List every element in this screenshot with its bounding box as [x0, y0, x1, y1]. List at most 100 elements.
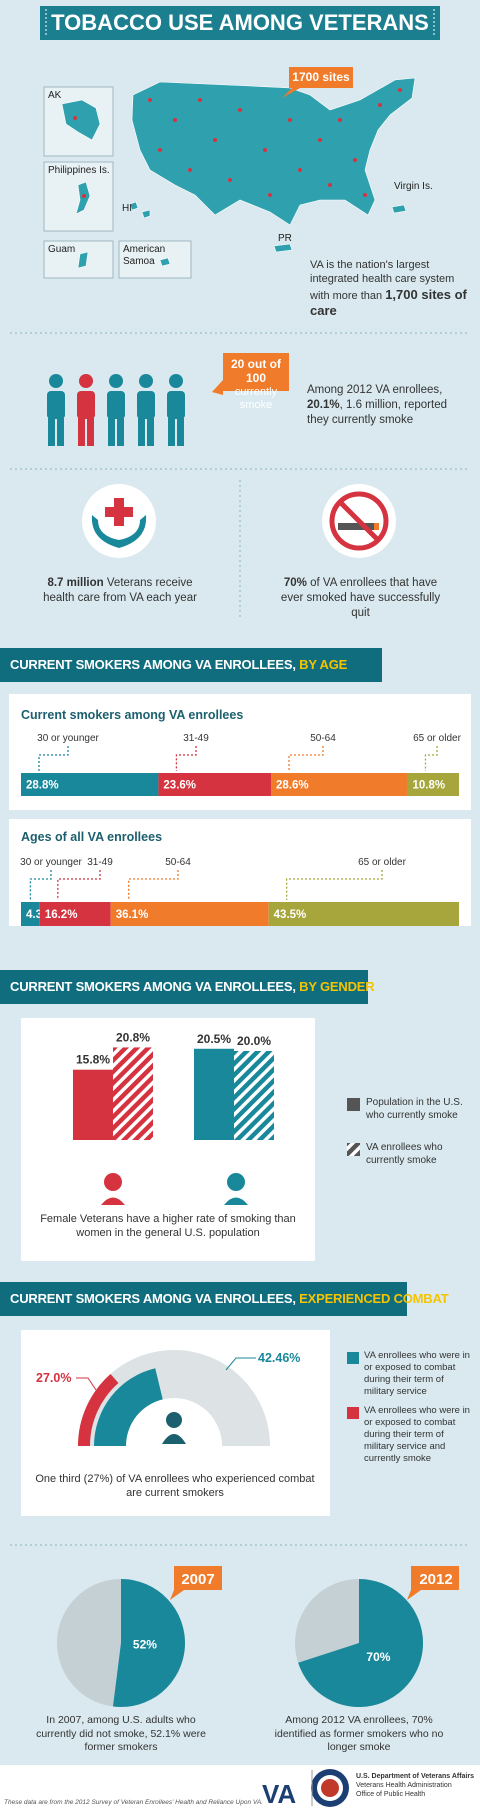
site-dots-part: [73, 116, 77, 120]
inset-label: Guam: [48, 244, 76, 255]
person-leg: [87, 418, 94, 446]
agency-line: Veterans Health Administration: [356, 1782, 452, 1790]
care-icon-part: [105, 507, 133, 517]
legend-swatch: [347, 1143, 360, 1156]
site-dots-part: [188, 168, 192, 172]
value-label: 36.1%: [116, 909, 149, 921]
site-dots-part: [158, 148, 162, 152]
bar-segment: [407, 773, 459, 796]
value-label: 20.0%: [237, 1034, 271, 1048]
site-dots-part: [398, 88, 402, 92]
no-smoking-icon-part: [374, 523, 379, 530]
text-part: currently smoke: [234, 385, 278, 411]
bar: [234, 1051, 274, 1140]
legend-swatch: [347, 1098, 360, 1111]
map-shapes-part: [273, 243, 293, 253]
female-icon-part: [104, 1173, 122, 1191]
site-dots-part: [318, 138, 322, 142]
text-part: of VA enrollees that have ever smoked ha…: [280, 577, 441, 619]
connector: [175, 746, 197, 771]
person-body: [77, 391, 95, 419]
value-label: 20.8%: [116, 1030, 150, 1044]
pie-title: 2012: [419, 1571, 452, 1588]
seal: [311, 1769, 349, 1807]
value-label: 52%: [133, 1638, 157, 1652]
map-shapes: [61, 77, 416, 269]
people-icons: [47, 374, 185, 446]
map-insets-part: [43, 161, 114, 232]
text-part: Among 2012 VA enrollees,: [307, 384, 443, 396]
quit-text: 70% of VA enrollees that have ever smoke…: [278, 576, 443, 621]
map-label: Virgin Is.: [394, 181, 433, 192]
inset-label: American Samoa: [123, 244, 166, 267]
value-label: 27.0%: [36, 1371, 71, 1385]
pie-slice: [112, 1579, 185, 1707]
no-smoking-icon: [322, 484, 396, 558]
pie-tags-part: [170, 1590, 184, 1600]
connector: [76, 1377, 97, 1391]
map-shapes-part: [141, 209, 151, 219]
text-part: EXPERIENCED COMBAT: [299, 1291, 449, 1306]
map-label: HI: [122, 203, 132, 214]
map-callout-part: [289, 67, 353, 88]
person-leg: [138, 418, 145, 446]
site-dots-part: [363, 193, 367, 197]
connector: [29, 870, 52, 900]
chart-note: In 2007, among U.S. adults who currently…: [36, 1714, 206, 1754]
smokers-callout-part: [223, 353, 289, 391]
text-part: VA is the nation's largest integrated he…: [310, 259, 455, 302]
category-label: 50-64: [165, 857, 191, 868]
site-dots-part: [198, 98, 202, 102]
person-leg: [108, 418, 115, 446]
agency: U.S. Department of Veterans Affairs Veter…: [356, 1772, 478, 1799]
bar-segment: [39, 902, 111, 926]
person-leg: [117, 418, 124, 446]
connector: [288, 746, 324, 771]
site-dots-part: [173, 118, 177, 122]
text-part: 20 out of 100: [231, 357, 281, 386]
no-smoking-icon-part: [338, 523, 374, 530]
category-label: 50-64: [310, 733, 336, 744]
dividers: [10, 332, 470, 1546]
male-icon-part: [224, 1197, 248, 1205]
map-callout-text: 1700 sites: [292, 70, 350, 84]
map-callout: [282, 67, 353, 98]
text-part: CURRENT SMOKERS AMONG VA ENROLLEES,: [10, 657, 300, 672]
title-banner-part: [40, 6, 440, 40]
heading: CURRENT SMOKERS AMONG VA ENROLLEES, BY A…: [10, 648, 347, 682]
connector: [128, 870, 179, 900]
value-label: 16.2%: [45, 909, 78, 921]
map-shapes-part: [129, 201, 139, 211]
chart-note: Female Veterans have a higher rate of sm…: [40, 1213, 296, 1240]
female-icon: [101, 1173, 125, 1205]
legend-label: VA enrollees who were in or exposed to c…: [364, 1405, 470, 1464]
category-label: 65 or older: [413, 733, 461, 744]
seal-part: [321, 1779, 339, 1797]
person-head: [109, 374, 123, 388]
site-dots-part: [263, 148, 267, 152]
category-label: 30 or younger: [20, 857, 82, 868]
person-head: [49, 374, 63, 388]
inset-label: Philippines Is.: [48, 165, 110, 176]
bar: [113, 1047, 153, 1140]
map-label: PR: [278, 233, 292, 244]
smokers-text: Among 2012 VA enrollees, 20.1%, 1.6 mill…: [307, 383, 457, 428]
text-part: Veterans receive health care from VA eac…: [43, 577, 197, 604]
agency-line: U.S. Department of Veterans Affairs: [356, 1773, 474, 1780]
text-part: 8.7 million: [47, 577, 104, 589]
map-shapes-part: [131, 77, 416, 226]
connector: [424, 746, 438, 771]
footer-bg: [0, 1765, 480, 1811]
care-text: 8.7 million Veterans receive health care…: [40, 576, 200, 606]
heading: CURRENT SMOKERS AMONG VA ENROLLEES, BY G…: [10, 970, 375, 1004]
person-body: [137, 391, 155, 419]
gauge-arc: [94, 1368, 163, 1446]
map-shapes-part: [61, 99, 101, 141]
site-dots-part: [213, 138, 217, 142]
person-leg: [177, 418, 184, 446]
chart-title: Ages of all VA enrollees: [21, 830, 163, 844]
pie-slice: [298, 1579, 423, 1707]
